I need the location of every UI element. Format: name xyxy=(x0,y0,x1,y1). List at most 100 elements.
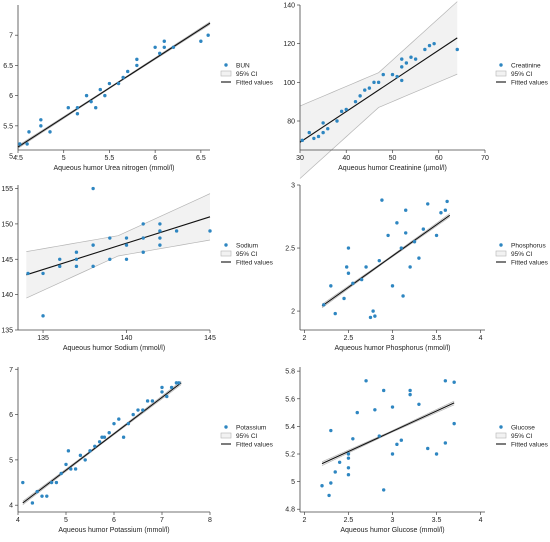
data-point-glucose xyxy=(327,493,331,498)
y-tick-label-sodium: 150 xyxy=(1,221,13,228)
x-axis-title-phosphorus: Aqueous humor Phosphorus (mmol/l) xyxy=(335,345,451,352)
x-tick-label-sodium: 145 xyxy=(204,335,216,342)
data-point-creatinine xyxy=(423,47,427,52)
data-point-phosphorus xyxy=(368,315,373,320)
data-point-creatinine xyxy=(409,55,413,59)
data-point-potassium xyxy=(49,480,54,485)
ci-upper-creatinine xyxy=(299,1,458,107)
data-point-creatinine xyxy=(455,47,459,52)
legend-label-ci-glucose: 95% CI xyxy=(511,433,533,440)
data-point-potassium xyxy=(78,453,83,458)
data-point-potassium xyxy=(174,381,179,385)
x-tick-label-glucose: 4 xyxy=(479,517,483,524)
data-point-bun xyxy=(107,81,112,86)
legend-marker-points-sodium xyxy=(224,243,228,247)
x-tick-label-bun: 4.5 xyxy=(13,155,23,162)
legend-marker-points-potassium xyxy=(224,425,228,429)
data-point-glucose xyxy=(333,470,337,474)
data-point-glucose xyxy=(390,452,395,456)
data-point-bun xyxy=(27,130,31,134)
data-point-bun xyxy=(66,106,70,110)
x-axis-title-creatinine: Aqueous humor Creatinine (µmol/l) xyxy=(338,165,447,172)
data-point-bun xyxy=(126,69,130,74)
data-point-potassium xyxy=(131,412,135,417)
data-point-phosphorus xyxy=(426,202,430,206)
legend-marker-ci-creatinine xyxy=(495,70,507,77)
data-point-phosphorus xyxy=(386,233,390,238)
data-point-creatinine xyxy=(358,94,362,98)
data-point-phosphorus xyxy=(373,314,377,318)
data-point-phosphorus xyxy=(377,258,381,263)
data-point-phosphorus xyxy=(371,309,375,313)
data-point-phosphorus xyxy=(395,221,399,225)
x-axis-title-sodium: Aqueous humor Sodium (mmol/l) xyxy=(63,345,165,352)
data-point-potassium xyxy=(45,494,49,498)
y-tick-label-phosphorus: 2 xyxy=(291,309,295,316)
ci-upper-sodium xyxy=(26,193,211,252)
data-point-creatinine xyxy=(413,57,418,61)
y-tick-label-bun: 6 xyxy=(9,93,13,100)
data-point-creatinine xyxy=(321,130,325,135)
y-tick-label-phosphorus: 2.5 xyxy=(285,246,295,253)
legend-label-ci-sodium: 95% CI xyxy=(236,251,258,258)
data-point-sodium xyxy=(174,229,179,233)
data-point-glucose xyxy=(346,473,351,477)
data-point-glucose xyxy=(346,456,351,460)
y-tick-label-sodium: 155 xyxy=(1,186,13,193)
data-point-sodium xyxy=(141,236,145,240)
data-point-potassium xyxy=(100,435,104,439)
data-point-bun xyxy=(158,51,162,56)
x-tick-label-glucose: 3 xyxy=(391,517,395,524)
data-point-bun xyxy=(153,45,157,49)
y-tick-label-bun: 7 xyxy=(9,33,13,40)
y-tick-label-bun: 5.5 xyxy=(3,123,13,130)
data-point-creatinine xyxy=(316,134,321,139)
data-point-sodium xyxy=(41,314,45,318)
data-point-glucose xyxy=(351,437,355,441)
x-tick-label-phosphorus: 3.5 xyxy=(432,335,442,342)
data-point-bun xyxy=(39,124,43,128)
data-point-glucose xyxy=(452,421,456,426)
data-point-potassium xyxy=(160,385,164,390)
data-point-sodium xyxy=(58,264,62,269)
y-tick-label-phosphorus: 3 xyxy=(291,183,295,190)
data-point-phosphorus xyxy=(346,246,351,250)
data-point-potassium xyxy=(59,471,63,476)
data-point-bun xyxy=(84,93,89,98)
x-axis-title-glucose: Aqueous humor Glucose (mmol/l) xyxy=(340,527,444,534)
data-point-bun xyxy=(199,39,203,43)
ci-lower-creatinine xyxy=(299,73,458,179)
data-point-phosphorus xyxy=(333,311,337,316)
data-point-bun xyxy=(171,45,176,49)
data-point-bun xyxy=(135,57,139,62)
data-point-phosphorus xyxy=(404,208,408,212)
x-tick-label-potassium: 7 xyxy=(160,517,164,524)
ci-upper-glucose xyxy=(321,400,455,463)
x-axis-title-potassium: Aqueous humor Potassium (mmol/l) xyxy=(58,527,169,534)
data-point-glucose xyxy=(390,405,395,409)
data-point-creatinine xyxy=(395,74,399,79)
data-point-potassium xyxy=(165,394,169,399)
legend-label-series-creatinine: Creatinine xyxy=(511,62,541,69)
data-point-glucose xyxy=(377,434,381,438)
x-tick-label-glucose: 2.5 xyxy=(344,517,354,524)
legend-marker-ci-potassium xyxy=(220,432,232,439)
data-point-creatinine xyxy=(307,130,311,135)
data-point-potassium xyxy=(107,431,111,435)
data-point-creatinine xyxy=(400,78,404,83)
y-tick-label-glucose: 5.8 xyxy=(285,369,295,376)
data-point-glucose xyxy=(408,392,412,397)
x-tick-label-potassium: 5 xyxy=(64,517,68,524)
y-tick-label-glucose: 5.4 xyxy=(285,424,295,431)
data-point-sodium xyxy=(158,236,162,240)
fit-line-creatinine xyxy=(299,37,458,143)
data-point-creatinine xyxy=(339,109,344,114)
panel-phosphorus: 2 2.5 3 3.5 4 2 2.5 3 Aqueous humor Phosphorus (… xyxy=(285,183,548,353)
data-point-potassium xyxy=(93,444,97,448)
data-point-creatinine xyxy=(390,72,395,77)
x-tick-label-creatinine: 70 xyxy=(481,155,489,162)
data-point-potassium xyxy=(169,385,174,390)
data-point-bun xyxy=(103,93,107,98)
fit-line-bun xyxy=(17,22,211,148)
data-point-sodium xyxy=(158,243,162,247)
